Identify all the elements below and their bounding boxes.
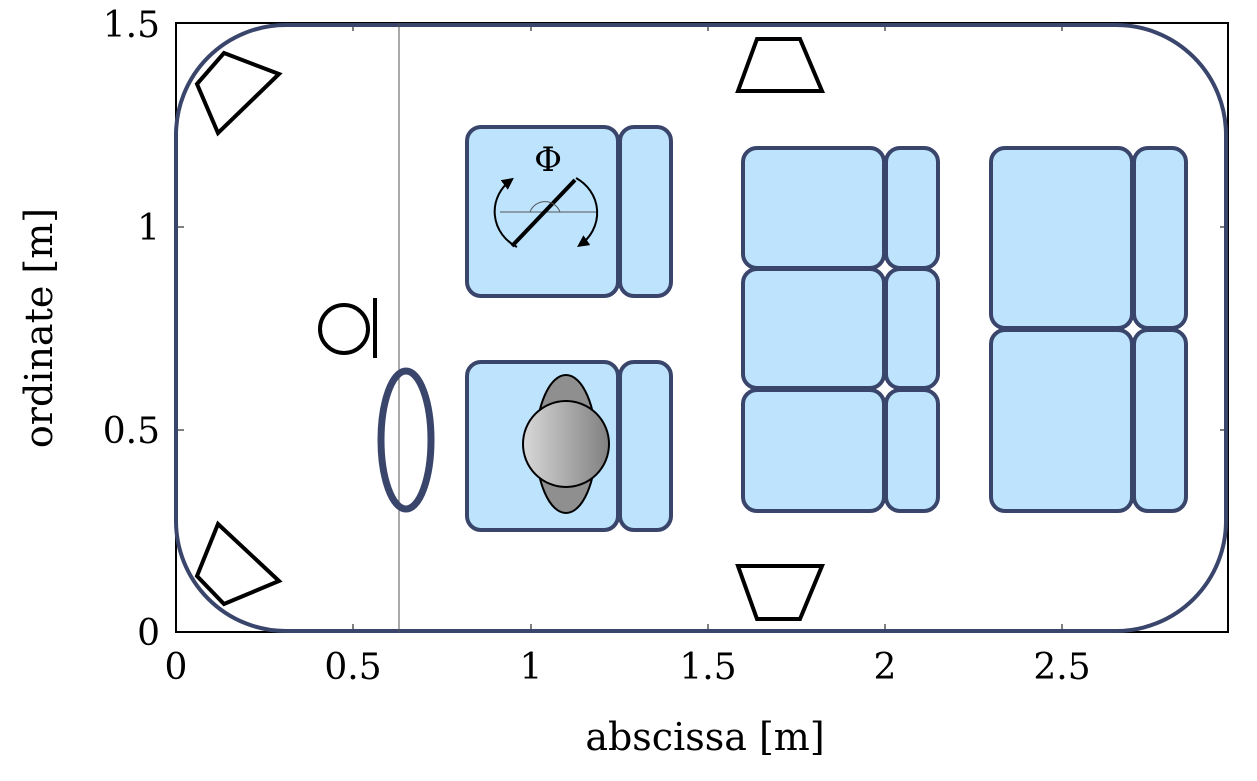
y-tick-label: 1.5 [103, 5, 160, 46]
rear-row-seat-backrest [1132, 328, 1188, 513]
x-axis-title: abscissa [m] [585, 715, 824, 759]
speaker-icon [194, 50, 283, 137]
rotation-angle-icon [493, 177, 599, 248]
middle-row-seat-backrest [884, 267, 940, 390]
middle-row-seat-cushion [741, 267, 886, 390]
rear-row-seat-backrest [1132, 146, 1188, 330]
angle-label: Φ [534, 140, 562, 180]
middle-row-seat-cushion [741, 146, 886, 270]
speaker-icon [194, 520, 283, 607]
middle-row-seat-cushion [741, 388, 886, 513]
x-tick-label: 0.5 [324, 647, 381, 688]
microphone-icon [318, 298, 377, 358]
speaker-icon [735, 37, 826, 93]
passenger-seat-backrest [618, 125, 673, 298]
y-tick-label: 0 [137, 613, 160, 654]
middle-row-seat-backrest [884, 146, 940, 270]
x-tick-label: 1.5 [679, 647, 736, 688]
rear-row-seat-cushion [989, 146, 1134, 330]
y-tick-label: 1 [137, 208, 160, 249]
x-tick-label: 0 [165, 647, 188, 688]
y-tick-label: 0.5 [103, 411, 160, 452]
middle-row-seat-backrest [884, 388, 940, 513]
driver-head-icon [522, 374, 610, 514]
x-tick-label: 2.5 [1033, 647, 1090, 688]
speaker-icon [735, 564, 825, 621]
y-axis-title: ordinate [m] [17, 208, 61, 448]
cabin-outline [174, 23, 1228, 633]
steering-wheel [377, 367, 435, 513]
driver-seat-backrest [618, 360, 673, 532]
rear-row-seat-cushion [989, 328, 1134, 513]
x-tick-label: 1 [520, 647, 543, 688]
x-tick-label: 2 [874, 647, 897, 688]
